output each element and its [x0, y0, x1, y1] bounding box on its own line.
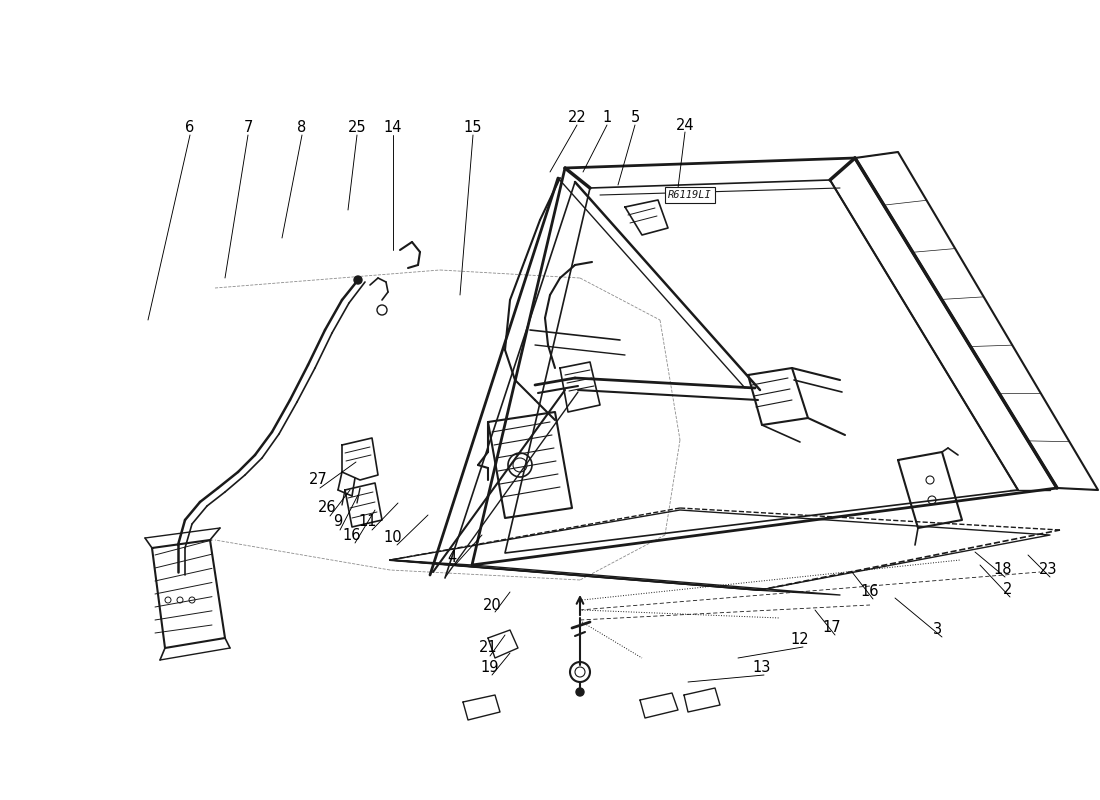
- Text: 13: 13: [752, 661, 771, 675]
- Text: 16: 16: [860, 585, 879, 599]
- Text: 3: 3: [934, 622, 943, 638]
- Text: 1: 1: [603, 110, 612, 126]
- Text: 19: 19: [481, 661, 499, 675]
- Circle shape: [576, 688, 584, 696]
- Text: R6119LI: R6119LI: [668, 190, 712, 200]
- Text: 11: 11: [359, 514, 377, 530]
- Text: 17: 17: [823, 621, 842, 635]
- Text: 24: 24: [675, 118, 694, 133]
- Text: 23: 23: [1038, 562, 1057, 578]
- Text: 14: 14: [384, 121, 403, 135]
- Text: 10: 10: [384, 530, 403, 546]
- Text: 15: 15: [464, 121, 482, 135]
- Text: 4: 4: [448, 550, 456, 566]
- Text: 12: 12: [791, 633, 810, 647]
- Text: 25: 25: [348, 121, 366, 135]
- Circle shape: [354, 276, 362, 284]
- Text: 8: 8: [297, 121, 307, 135]
- Text: 5: 5: [630, 110, 639, 126]
- Text: 21: 21: [478, 641, 497, 655]
- Text: 7: 7: [243, 121, 253, 135]
- Text: 18: 18: [993, 562, 1012, 578]
- Text: 9: 9: [333, 514, 342, 530]
- Text: 22: 22: [568, 110, 586, 126]
- Text: 20: 20: [483, 598, 502, 613]
- Text: 16: 16: [343, 529, 361, 543]
- Text: 26: 26: [318, 501, 337, 515]
- Text: 27: 27: [309, 473, 328, 487]
- Text: 2: 2: [1003, 582, 1013, 598]
- Text: 6: 6: [186, 121, 195, 135]
